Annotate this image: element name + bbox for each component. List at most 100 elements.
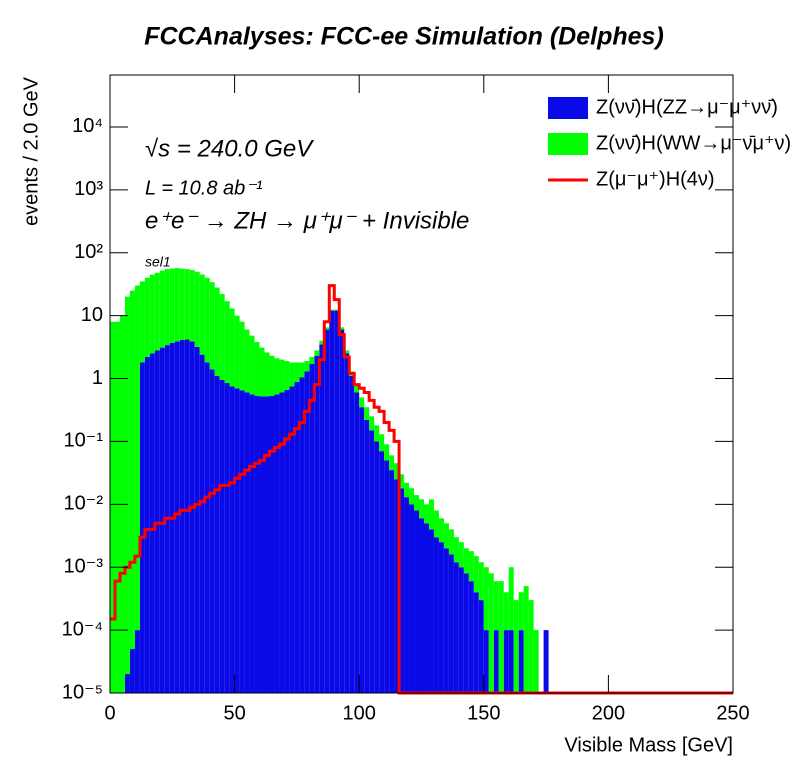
histogram-bar [344, 353, 350, 693]
histogram-bar [379, 451, 385, 693]
histogram-bar [229, 386, 235, 693]
histogram-bar [274, 394, 280, 693]
histogram-bar [498, 581, 504, 693]
histogram-bar [364, 419, 370, 693]
x-tick-label: 150 [467, 702, 500, 724]
chart-title: FCCAnalyses: FCC-ee Simulation (Delphes) [144, 23, 664, 51]
legend-swatch [548, 97, 588, 119]
histogram-bar [219, 379, 225, 693]
histogram-bar [314, 350, 320, 356]
annotation: e⁺e⁻ → ZH → μ⁺μ⁻ + Invisible [145, 207, 469, 234]
histogram-bar [259, 347, 265, 397]
histogram-bar [473, 592, 479, 693]
histogram-bar [344, 350, 350, 354]
histogram-bar [369, 430, 375, 693]
histogram-bar [269, 355, 275, 396]
histogram-bar [478, 600, 484, 693]
histogram-bar [458, 542, 464, 568]
histogram-bar [139, 281, 145, 363]
plot-frame [109, 74, 734, 694]
histogram-bar [414, 495, 420, 511]
histogram-bar [374, 425, 380, 442]
annotation: L = 10.8 ab⁻¹ [145, 177, 263, 199]
histogram-bar [468, 581, 474, 693]
histogram-bar [254, 342, 260, 396]
annotation: √s = 240.0 GeV [145, 135, 314, 162]
histogram-bar [438, 542, 444, 693]
histogram-bar [354, 392, 360, 693]
x-tick-label: 100 [343, 702, 376, 724]
histogram-bar [204, 277, 210, 363]
histogram-bar [159, 347, 165, 693]
histogram-bar [114, 321, 120, 693]
histogram-bar [134, 630, 140, 693]
histogram-bar [214, 287, 220, 376]
histogram-bar [110, 321, 115, 693]
x-tick-label: 250 [716, 702, 749, 724]
y-axis-label: events / 2.0 GeV [20, 76, 42, 226]
histogram-bar [423, 504, 429, 524]
x-axis-label: Visible Mass [GeV] [564, 734, 733, 756]
histogram-bar [493, 581, 499, 631]
histogram-bar [254, 395, 260, 693]
histogram-bar [528, 600, 534, 693]
histogram-bar [304, 371, 310, 693]
histogram-bar [518, 592, 524, 631]
histogram-bar [179, 339, 185, 693]
legend-label: Z(μ⁻μ⁺)H(4ν) [596, 168, 715, 190]
histogram-bar [404, 482, 410, 498]
histogram-bar [174, 341, 180, 693]
histogram-bar [314, 355, 320, 693]
histogram-bar [189, 270, 195, 342]
y-tick-label: 10⁻⁵ [62, 681, 103, 703]
histogram-bar [329, 309, 335, 311]
histogram-bar [294, 382, 300, 693]
histogram-bar [199, 274, 205, 355]
y-tick-label: 10⁴ [72, 115, 103, 137]
histogram-bar [239, 390, 245, 693]
histogram-bar [409, 504, 415, 693]
histogram-bar [229, 308, 235, 387]
histogram-bar [518, 630, 524, 693]
histogram-bar [159, 270, 165, 348]
histogram-bar [448, 529, 454, 555]
histogram-bar [404, 497, 410, 693]
y-tick-label: 10² [74, 241, 103, 263]
histogram-bar [324, 329, 330, 693]
histogram-bar [134, 285, 140, 631]
histogram-bar [508, 567, 514, 631]
histogram-bar [463, 573, 469, 693]
histogram-bar [154, 272, 160, 351]
histogram-bar [294, 362, 300, 383]
histogram-bar [349, 375, 355, 693]
histogram-bar [299, 362, 305, 378]
histogram-bar [264, 396, 270, 693]
histogram-bar [249, 335, 255, 395]
histogram-bar [369, 416, 375, 431]
histogram-bar [329, 310, 335, 693]
histogram-bar [309, 364, 315, 693]
histogram-bar [194, 346, 200, 693]
histogram-bar [419, 499, 424, 519]
histogram-bar [189, 341, 195, 693]
histogram-bar [448, 554, 454, 693]
histogram-bar [219, 294, 225, 380]
histogram-bar [149, 274, 155, 354]
histogram-bar [433, 510, 439, 538]
histogram-bar [299, 377, 305, 693]
y-tick-label: 10³ [74, 178, 103, 200]
histogram-bar [209, 369, 215, 693]
histogram-bar [284, 360, 290, 390]
histogram-bar [384, 460, 390, 693]
histogram-bar [214, 375, 220, 693]
histogram-bar [249, 394, 255, 693]
histogram-bar [483, 630, 489, 693]
histogram-bar [468, 551, 474, 582]
histogram-bar [478, 562, 484, 601]
histogram-bar [483, 567, 489, 631]
histogram-bar [473, 556, 479, 593]
legend-label: Z(νν̄)H(WW→μ⁻ν̄μ⁺ν) [596, 132, 791, 154]
histogram-bar [309, 356, 315, 365]
histogram-bar [129, 649, 135, 693]
histogram-bar [394, 479, 400, 693]
